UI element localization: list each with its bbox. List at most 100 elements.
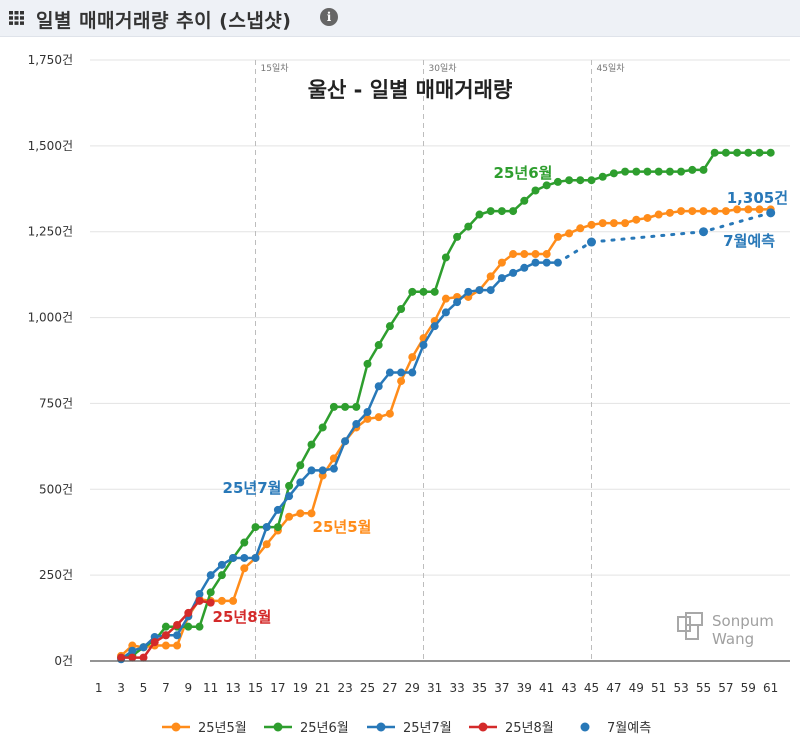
data-point[interactable] (240, 564, 249, 573)
data-point[interactable] (520, 250, 529, 259)
data-point[interactable] (565, 229, 574, 238)
data-point[interactable] (497, 207, 506, 216)
data-point[interactable] (217, 596, 226, 605)
data-point[interactable] (766, 148, 775, 157)
data-point[interactable] (206, 571, 215, 580)
data-point[interactable] (195, 622, 204, 631)
data-point[interactable] (654, 210, 663, 219)
data-point[interactable] (497, 258, 506, 267)
data-point[interactable] (161, 641, 170, 650)
data-point[interactable] (520, 263, 529, 272)
data-point[interactable] (195, 590, 204, 599)
legend-item-25년8월[interactable]: 25년8월 (469, 721, 554, 736)
data-point[interactable] (329, 464, 338, 473)
data-point[interactable] (587, 220, 596, 229)
data-point[interactable] (665, 167, 674, 176)
data-point[interactable] (296, 509, 305, 518)
data-point[interactable] (419, 287, 428, 296)
data-point[interactable] (397, 368, 406, 377)
data-point[interactable] (430, 287, 439, 296)
data-point[interactable] (486, 272, 495, 281)
grid-icon[interactable] (9, 11, 24, 25)
data-point[interactable] (139, 653, 148, 662)
data-point[interactable] (531, 250, 540, 259)
data-point[interactable] (744, 148, 753, 157)
data-point[interactable] (363, 414, 372, 423)
data-point[interactable] (296, 478, 305, 487)
data-point[interactable] (721, 207, 730, 216)
data-point[interactable] (609, 169, 618, 178)
data-point[interactable] (609, 219, 618, 228)
data-point[interactable] (262, 523, 271, 532)
data-point[interactable] (587, 237, 596, 247)
data-point[interactable] (329, 454, 338, 463)
data-point[interactable] (173, 641, 182, 650)
data-point[interactable] (240, 538, 249, 547)
data-point[interactable] (733, 205, 742, 214)
data-point[interactable] (733, 148, 742, 157)
data-point[interactable] (453, 232, 462, 241)
data-point[interactable] (318, 466, 327, 475)
data-point[interactable] (654, 167, 663, 176)
data-point[interactable] (374, 382, 383, 391)
data-point[interactable] (542, 250, 551, 259)
data-point[interactable] (576, 224, 585, 233)
data-point[interactable] (475, 286, 484, 295)
data-point[interactable] (408, 287, 417, 296)
data-point[interactable] (632, 167, 641, 176)
data-point[interactable] (509, 268, 518, 277)
data-point[interactable] (576, 176, 585, 185)
data-point[interactable] (229, 596, 238, 605)
data-point[interactable] (161, 631, 170, 640)
data-point[interactable] (755, 205, 764, 214)
data-point[interactable] (128, 646, 137, 655)
data-point[interactable] (721, 148, 730, 157)
data-point[interactable] (587, 176, 596, 185)
data-point[interactable] (699, 165, 708, 174)
data-point[interactable] (139, 643, 148, 652)
data-point[interactable] (542, 181, 551, 190)
data-point[interactable] (766, 208, 776, 218)
data-point[interactable] (117, 653, 126, 662)
data-point[interactable] (307, 466, 316, 475)
data-point[interactable] (397, 304, 406, 313)
data-point[interactable] (408, 353, 417, 362)
data-point[interactable] (542, 258, 551, 267)
legend-item-7월예측[interactable]: 7월예측 (580, 721, 652, 736)
data-point[interactable] (262, 540, 271, 549)
data-point[interactable] (441, 294, 450, 303)
data-point[interactable] (710, 207, 719, 216)
data-point[interactable] (520, 196, 529, 205)
data-point[interactable] (374, 413, 383, 422)
data-point[interactable] (150, 638, 159, 647)
data-point[interactable] (688, 207, 697, 216)
data-point[interactable] (363, 359, 372, 368)
data-point[interactable] (419, 341, 428, 350)
data-point[interactable] (531, 186, 540, 195)
data-point[interactable] (206, 588, 215, 597)
data-point[interactable] (128, 653, 137, 662)
data-point[interactable] (307, 509, 316, 518)
data-point[interactable] (184, 608, 193, 617)
data-point[interactable] (397, 377, 406, 386)
data-point[interactable] (352, 402, 361, 411)
data-point[interactable] (509, 250, 518, 259)
data-point[interactable] (464, 222, 473, 231)
data-point[interactable] (643, 213, 652, 222)
data-point[interactable] (184, 622, 193, 631)
data-point[interactable] (665, 208, 674, 217)
data-point[interactable] (755, 148, 764, 157)
data-point[interactable] (296, 461, 305, 470)
data-point[interactable] (374, 341, 383, 350)
data-point[interactable] (598, 172, 607, 181)
data-point[interactable] (329, 402, 338, 411)
data-point[interactable] (285, 512, 294, 521)
data-point[interactable] (677, 167, 686, 176)
data-point[interactable] (385, 368, 394, 377)
data-point[interactable] (497, 274, 506, 283)
data-point[interactable] (251, 523, 260, 532)
data-point[interactable] (475, 210, 484, 219)
data-point[interactable] (273, 523, 282, 532)
data-point[interactable] (217, 560, 226, 569)
data-point[interactable] (710, 148, 719, 157)
